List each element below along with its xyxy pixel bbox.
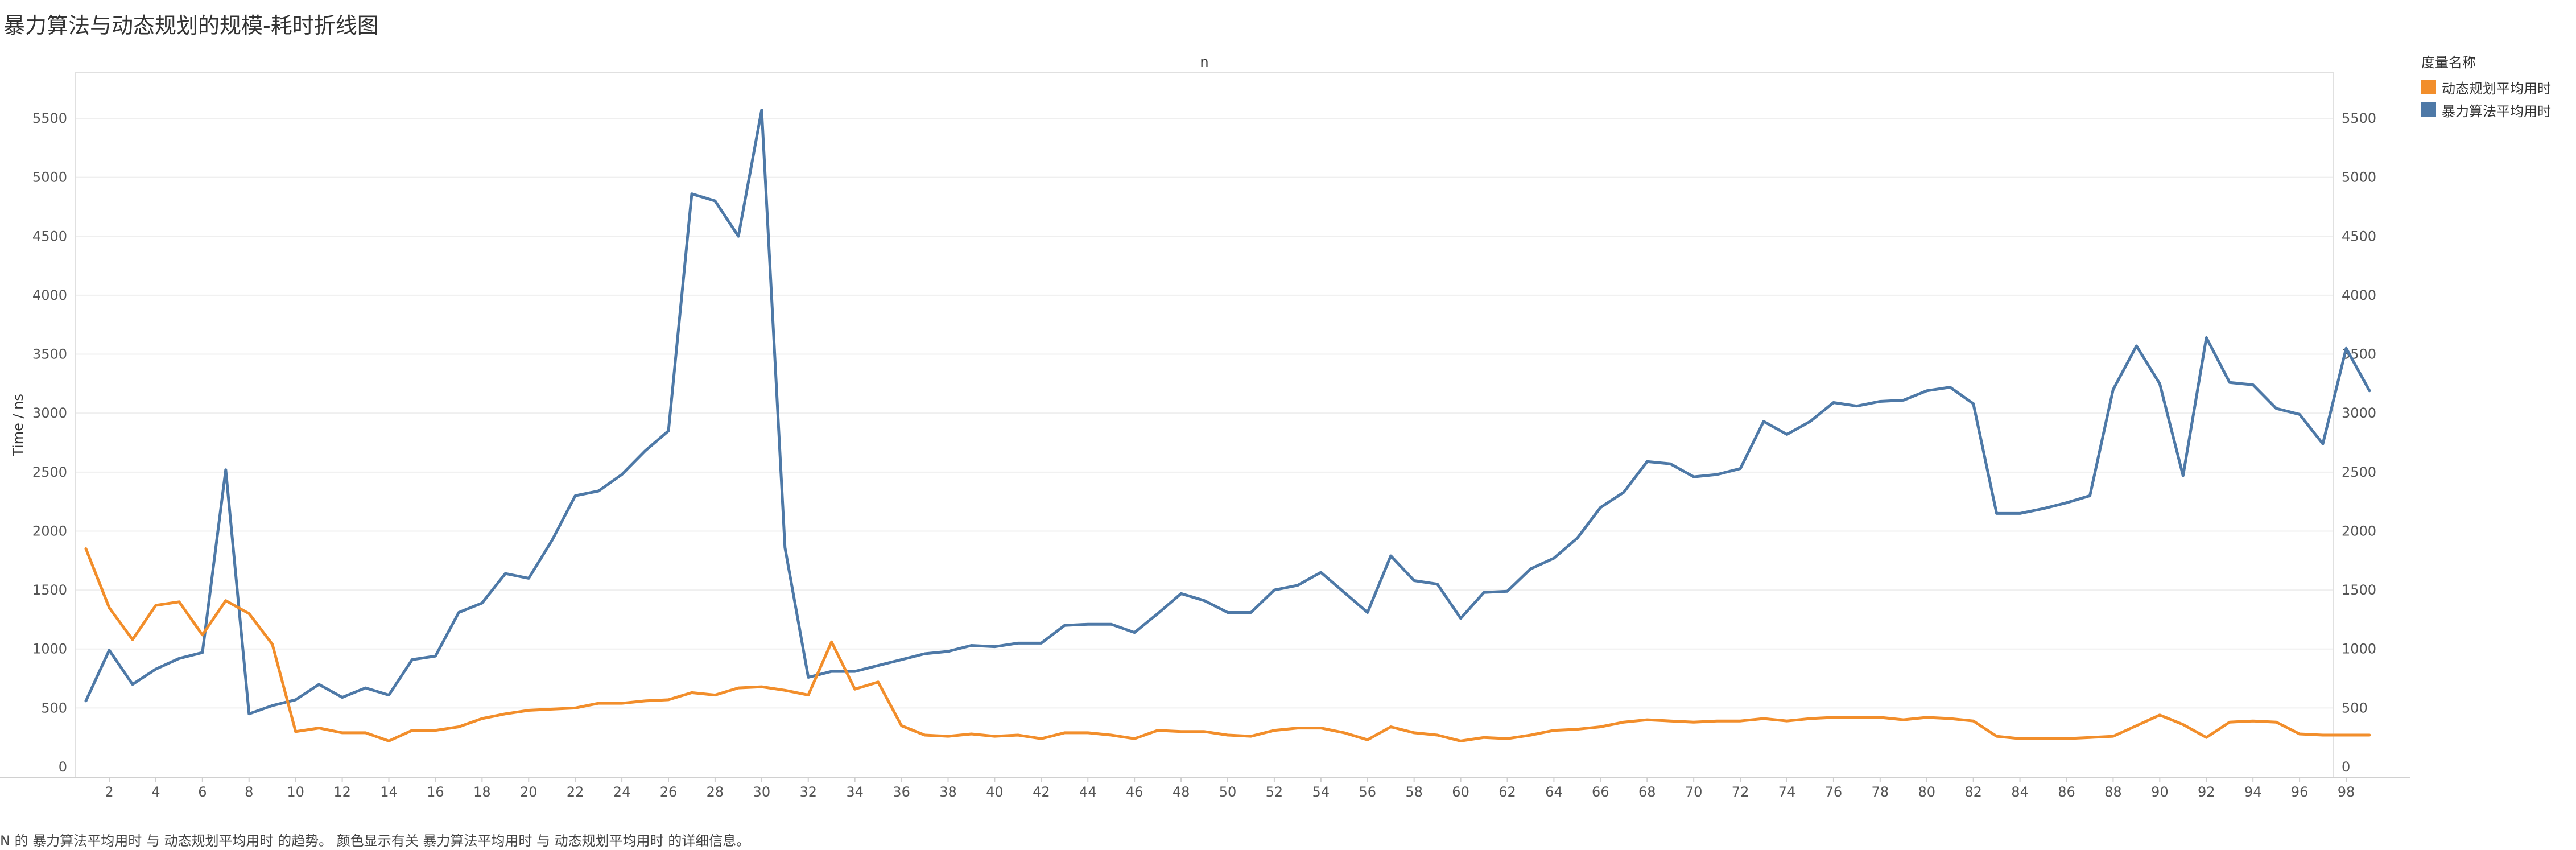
y-tick-label: 5500 <box>32 110 67 126</box>
y-tick-label-right: 4500 <box>2342 228 2376 244</box>
x-tick-label: 92 <box>2198 784 2215 800</box>
x-tick-label: 24 <box>613 784 631 800</box>
x-tick-label: 74 <box>1778 784 1796 800</box>
x-tick-label: 56 <box>1359 784 1376 800</box>
plot-frame <box>75 72 2334 778</box>
x-tick-label: 16 <box>427 784 444 800</box>
y-tick-label-right: 500 <box>2342 700 2368 716</box>
x-tick-label: 40 <box>986 784 1004 800</box>
legend-title: 度量名称 <box>2421 55 2476 71</box>
x-tick-label: 18 <box>473 784 491 800</box>
y-tick-label-right: 5500 <box>2342 110 2376 126</box>
legend-label: 暴力算法平均用时 <box>2442 103 2551 119</box>
y-tick-label: 3000 <box>32 405 67 421</box>
y-tick-label: 2000 <box>32 523 67 539</box>
x-tick-label: 30 <box>753 784 771 800</box>
x-tick-label: 44 <box>1079 784 1097 800</box>
y-tick-label-right: 0 <box>2342 759 2350 775</box>
x-tick-label: 72 <box>1732 784 1749 800</box>
x-tick-label: 68 <box>1638 784 1656 800</box>
legend-swatch-blue <box>2421 102 2436 117</box>
y-tick-label: 5000 <box>32 170 67 185</box>
x-axis-title: n <box>1200 54 1208 70</box>
y-tick-label: 1000 <box>32 641 67 657</box>
x-tick-label: 14 <box>380 784 398 800</box>
x-tick-label: 76 <box>1825 784 1843 800</box>
x-tick-label: 36 <box>893 784 910 800</box>
x-tick-label: 62 <box>1498 784 1516 800</box>
x-tick-label: 4 <box>151 784 160 800</box>
x-tick-label: 78 <box>1872 784 1889 800</box>
x-tick-label: 22 <box>567 784 584 800</box>
x-tick-label: 98 <box>2338 784 2355 800</box>
x-tick-label: 82 <box>1964 784 1982 800</box>
y-tick-label: 2500 <box>32 464 67 480</box>
x-tick-label: 48 <box>1173 784 1190 800</box>
legend-item-brute[interactable]: 暴力算法平均用时 <box>2421 98 2551 121</box>
y-tick-label: 0 <box>59 759 67 775</box>
y-tick-label: 4500 <box>32 228 67 244</box>
x-tick-label: 90 <box>2151 784 2169 800</box>
y-tick-label-right: 3000 <box>2342 405 2376 421</box>
x-tick-label: 80 <box>1918 784 1935 800</box>
x-tick-label: 42 <box>1033 784 1050 800</box>
x-tick-label: 70 <box>1685 784 1703 800</box>
x-tick-label: 60 <box>1452 784 1469 800</box>
x-tick-label: 64 <box>1545 784 1563 800</box>
x-tick-label: 84 <box>2011 784 2029 800</box>
x-tick-label: 88 <box>2104 784 2122 800</box>
x-tick-label: 54 <box>1312 784 1330 800</box>
chart-title: 暴力算法与动态规划的规模-耗时折线图 <box>3 13 379 38</box>
x-tick-label: 2 <box>105 784 113 800</box>
y-tick-label-right: 5000 <box>2342 170 2376 185</box>
y-tick-label-right: 1500 <box>2342 582 2376 598</box>
x-tick-label: 34 <box>846 784 864 800</box>
y-tick-label-right: 2000 <box>2342 523 2376 539</box>
x-tick-label: 52 <box>1266 784 1283 800</box>
x-tick-label: 20 <box>520 784 538 800</box>
x-tick-label: 6 <box>198 784 207 800</box>
legend: 度量名称 动态规划平均用时 暴力算法平均用时 <box>2421 51 2551 121</box>
legend-item-dp[interactable]: 动态规划平均用时 <box>2421 76 2551 98</box>
y-tick-label: 500 <box>41 700 67 716</box>
x-tick-label: 50 <box>1219 784 1237 800</box>
x-tick-label: 66 <box>1592 784 1609 800</box>
x-tick-label: 12 <box>333 784 351 800</box>
legend-label: 动态规划平均用时 <box>2442 80 2551 97</box>
x-tick-label: 86 <box>2058 784 2075 800</box>
series-line-dynamic-programming[interactable] <box>84 547 2371 742</box>
x-tick-label: 58 <box>1405 784 1423 800</box>
legend-swatch-orange <box>2421 80 2436 94</box>
x-tick-label: 94 <box>2244 784 2262 800</box>
y-tick-label-right: 4000 <box>2342 287 2376 303</box>
y-tick-label: 1500 <box>32 582 67 598</box>
x-tick-label: 10 <box>287 784 304 800</box>
x-tick-label: 46 <box>1126 784 1143 800</box>
series-line-brute-force[interactable] <box>84 109 2371 716</box>
y-tick-label-right: 1000 <box>2342 641 2376 657</box>
x-tick-label: 8 <box>245 784 253 800</box>
x-tick-label: 38 <box>939 784 957 800</box>
x-tick-label: 32 <box>799 784 817 800</box>
y-tick-label-right: 2500 <box>2342 464 2376 480</box>
x-tick-label: 28 <box>707 784 724 800</box>
y-axis-title: Time / ns <box>10 394 26 457</box>
y-tick-label: 3500 <box>32 346 67 362</box>
chart-caption: N 的 暴力算法平均用时 与 动态规划平均用时 的趋势。 颜色显示有关 暴力算法… <box>0 833 750 849</box>
y-tick-label: 4000 <box>32 287 67 303</box>
x-tick-label: 96 <box>2291 784 2309 800</box>
x-tick-label: 26 <box>660 784 678 800</box>
